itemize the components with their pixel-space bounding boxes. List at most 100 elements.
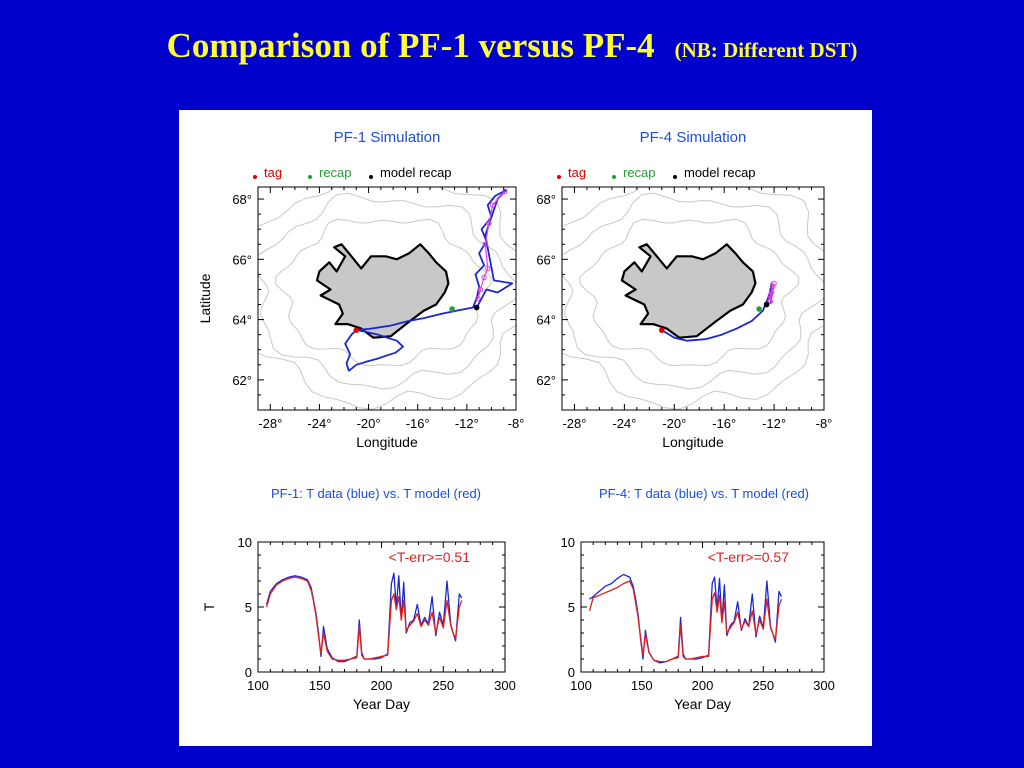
x-tick-label: -8°	[508, 416, 525, 431]
legend-marker-model-recap	[369, 175, 373, 179]
x-tick-label: 100	[570, 678, 592, 693]
x-axis-label: Longitude	[356, 434, 418, 450]
x-tick-label: -24°	[307, 416, 331, 431]
paren-close: )	[850, 38, 858, 62]
model-track-point	[771, 280, 777, 287]
temperature-panel-1: PF-1: T data (blue) vs. T model (red) <T-…	[201, 486, 516, 712]
x-tick-label: -28°	[562, 416, 586, 431]
slide-title: Comparison of PF-1 versus PF-4 (NB: Diffe…	[0, 26, 1024, 66]
model-track-point	[481, 274, 487, 281]
model-track-point	[502, 188, 508, 195]
y-axis-label: Latitude	[197, 273, 213, 323]
y-tick-label: 5	[568, 600, 575, 615]
legend-marker-recap	[612, 175, 616, 179]
y-tick-label: 62°	[536, 373, 556, 388]
x-axis-label: Longitude	[662, 434, 724, 450]
error-annotation: <T-err>=0.51	[389, 549, 471, 565]
error-annotation: <T-err>=0.57	[708, 549, 790, 565]
model-track-point	[482, 241, 488, 247]
depth-contour	[258, 192, 516, 390]
y-tick-label: 68°	[536, 192, 556, 207]
model-track-point	[768, 289, 775, 296]
legend-label-tag: tag	[264, 165, 282, 180]
depth-contour	[258, 187, 516, 410]
x-axis-label: Year Day	[674, 696, 731, 712]
legend-marker-tag	[253, 175, 257, 179]
model-track-point	[475, 295, 481, 302]
map-title: PF-1 Simulation	[334, 129, 441, 146]
legend-label-tag: tag	[568, 165, 586, 180]
map-panel-1: PF-1 Simulation tag recap model recap -28° -2…	[197, 129, 525, 450]
x-tick-label: 250	[752, 678, 774, 693]
temperature-title: PF-1: T data (blue) vs. T model (red)	[271, 486, 481, 501]
y-tick-label: 0	[568, 665, 575, 680]
paren-open: (	[674, 38, 682, 62]
iceland-landmass	[620, 243, 757, 339]
recap-point	[449, 306, 455, 312]
legend-marker-model-recap	[673, 175, 677, 179]
depth-contour	[274, 218, 492, 367]
tag-point	[353, 327, 360, 333]
legend-marker-recap	[308, 175, 312, 179]
model-track-point	[485, 265, 491, 272]
model-track-point	[767, 292, 774, 299]
temperature-model-line	[588, 580, 783, 663]
map-frame	[561, 186, 825, 411]
legend-label-recap: recap	[623, 165, 656, 180]
y-tick-label: 64°	[232, 313, 252, 328]
x-tick-label: 250	[432, 678, 454, 693]
figure-panel: PF-1 Simulation tag recap model recap -28° -2…	[179, 110, 872, 746]
x-axis-label: Year Day	[353, 696, 410, 712]
x-tick-label: -24°	[612, 416, 636, 431]
depth-contour	[579, 218, 800, 367]
iceland-landmass	[315, 243, 450, 339]
temperature-data-line	[589, 573, 783, 664]
x-tick-label: -12°	[455, 416, 479, 431]
y-tick-label: 64°	[536, 313, 556, 328]
x-tick-label: -16°	[712, 416, 736, 431]
figure-svg: PF-1 Simulation tag recap model recap -28° -2…	[197, 129, 835, 712]
model-recap-point	[763, 301, 770, 308]
y-tick-label: 66°	[232, 252, 252, 267]
depth-contour	[562, 187, 824, 410]
model-track-point	[489, 202, 496, 208]
x-tick-label: 100	[247, 678, 269, 693]
map-frame	[257, 186, 517, 411]
map-plot-area	[562, 187, 824, 410]
temperature-panel-2: PF-4: T data (blue) vs. T model (red) <T-…	[561, 486, 835, 712]
model-track-point	[477, 286, 484, 293]
map-plot-area	[258, 187, 516, 410]
x-tick-label: -8°	[816, 416, 833, 431]
legend-marker-tag	[557, 175, 561, 179]
slide-title-main: Comparison of PF-1 versus PF-4	[166, 26, 655, 65]
map-panel-2: PF-4 Simulation tag recap model recap -28° -2…	[536, 129, 833, 450]
model-track-point	[486, 220, 492, 226]
slide-title-note: (NB: Different DST)	[675, 38, 858, 62]
x-tick-label: 150	[631, 678, 653, 693]
y-tick-label: 66°	[536, 252, 556, 267]
x-tick-label: -28°	[258, 416, 282, 431]
x-tick-label: -20°	[357, 416, 381, 431]
x-tick-label: -20°	[662, 416, 686, 431]
y-tick-label: 10	[238, 535, 252, 550]
y-tick-label: 62°	[232, 373, 252, 388]
temperature-model-line	[265, 576, 463, 661]
recap-point	[756, 306, 762, 312]
legend-label-recap: recap	[319, 165, 352, 180]
legend-label-model-recap: model recap	[380, 165, 452, 180]
y-tick-label: 10	[561, 535, 575, 550]
temperature-title: PF-4: T data (blue) vs. T model (red)	[599, 486, 809, 501]
x-tick-label: -12°	[762, 416, 786, 431]
y-tick-label: 5	[245, 600, 252, 615]
x-tick-label: -16°	[406, 416, 430, 431]
map-title: PF-4 Simulation	[640, 129, 747, 146]
model-recap-point	[473, 304, 480, 311]
model-track-point	[770, 283, 776, 290]
x-tick-label: 200	[692, 678, 714, 693]
x-tick-label: 300	[494, 678, 516, 693]
y-axis-label: T	[201, 602, 217, 611]
model-track-point	[767, 298, 774, 305]
legend-label-model-recap: model recap	[684, 165, 756, 180]
model-track	[766, 283, 775, 305]
x-tick-label: 300	[813, 678, 835, 693]
